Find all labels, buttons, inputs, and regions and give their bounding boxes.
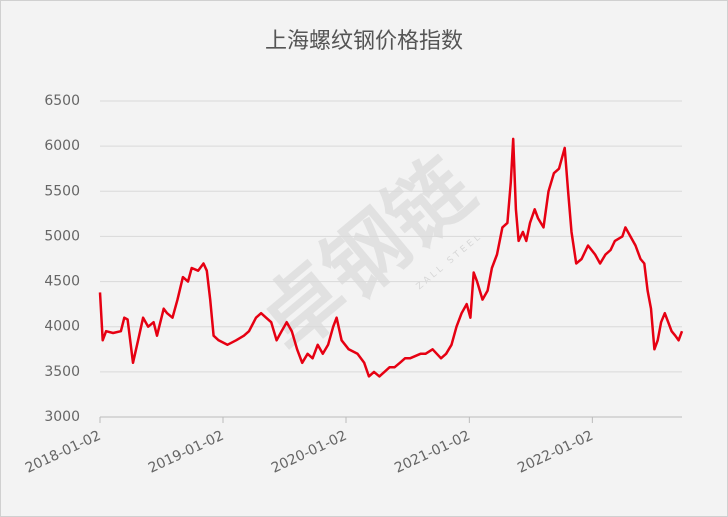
y-tick-label: 6500 <box>44 93 80 109</box>
y-tick-label: 5000 <box>44 228 80 244</box>
y-tick-label: 6000 <box>44 138 80 154</box>
y-tick-label: 5500 <box>44 183 80 199</box>
y-tick-label: 4500 <box>44 274 80 290</box>
y-tick-label: 3000 <box>44 409 80 425</box>
y-tick-label: 4000 <box>44 319 80 335</box>
y-tick-label: 3500 <box>44 364 80 380</box>
chart-title: 上海螺纹钢价格指数 <box>265 29 463 54</box>
data-line <box>98 137 684 378</box>
